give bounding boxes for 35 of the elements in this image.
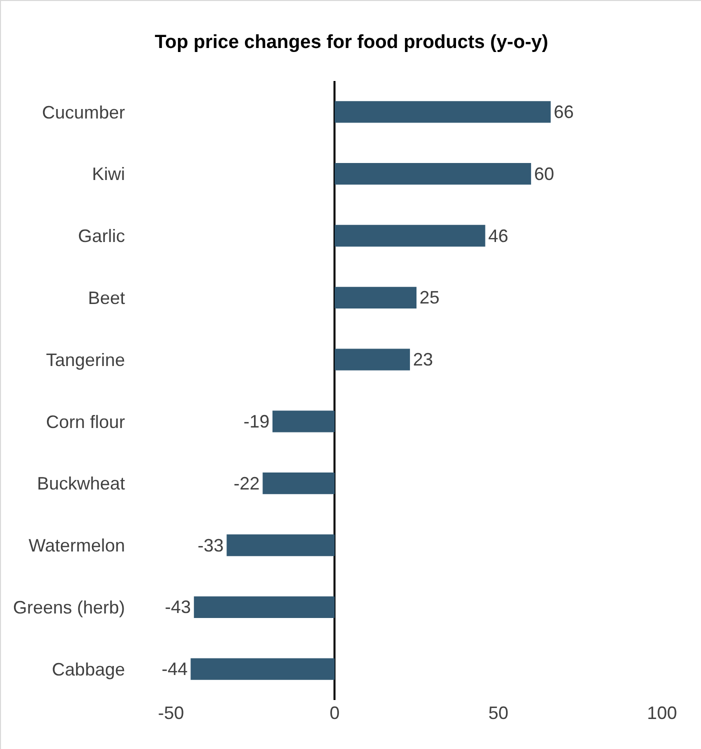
data-label: -33 <box>198 535 224 556</box>
bar <box>272 410 335 432</box>
data-label: -19 <box>243 411 270 432</box>
bar <box>334 101 551 123</box>
data-label: -22 <box>234 473 260 494</box>
data-label: 46 <box>488 226 508 246</box>
y-tick-label: Watermelon <box>28 536 125 556</box>
data-label: 60 <box>534 164 554 184</box>
data-label: 23 <box>412 350 433 370</box>
y-tick-label: Greens (herb) <box>12 597 125 618</box>
y-tick-label: Cabbage <box>52 659 125 680</box>
y-tick-label: Tangerine <box>46 350 125 370</box>
bar <box>334 286 416 308</box>
x-tick-label: 0 <box>330 703 340 723</box>
x-tick-label: 50 <box>488 703 508 723</box>
y-tick-label: Beet <box>88 288 125 308</box>
bar <box>194 596 335 618</box>
x-tick-label: 100 <box>646 703 678 723</box>
chart-title: Top price changes for food products (y-o-y) <box>154 32 548 54</box>
x-tick-label: -50 <box>158 703 184 723</box>
bar <box>334 348 410 370</box>
bar <box>334 163 532 185</box>
y-tick-label: Corn flour <box>46 412 126 432</box>
bar <box>190 658 335 680</box>
y-tick-label: Cucumber <box>42 102 126 122</box>
data-label: 66 <box>554 102 574 122</box>
bar <box>226 534 335 556</box>
data-label: -44 <box>162 659 188 680</box>
y-tick-label: Garlic <box>78 226 125 246</box>
data-label: 25 <box>420 288 440 308</box>
y-tick-label: Kiwi <box>92 164 125 184</box>
y-tick-label: Buckwheat <box>36 474 125 494</box>
data-label: -43 <box>164 597 191 618</box>
bar <box>262 472 335 494</box>
bar <box>334 224 486 247</box>
